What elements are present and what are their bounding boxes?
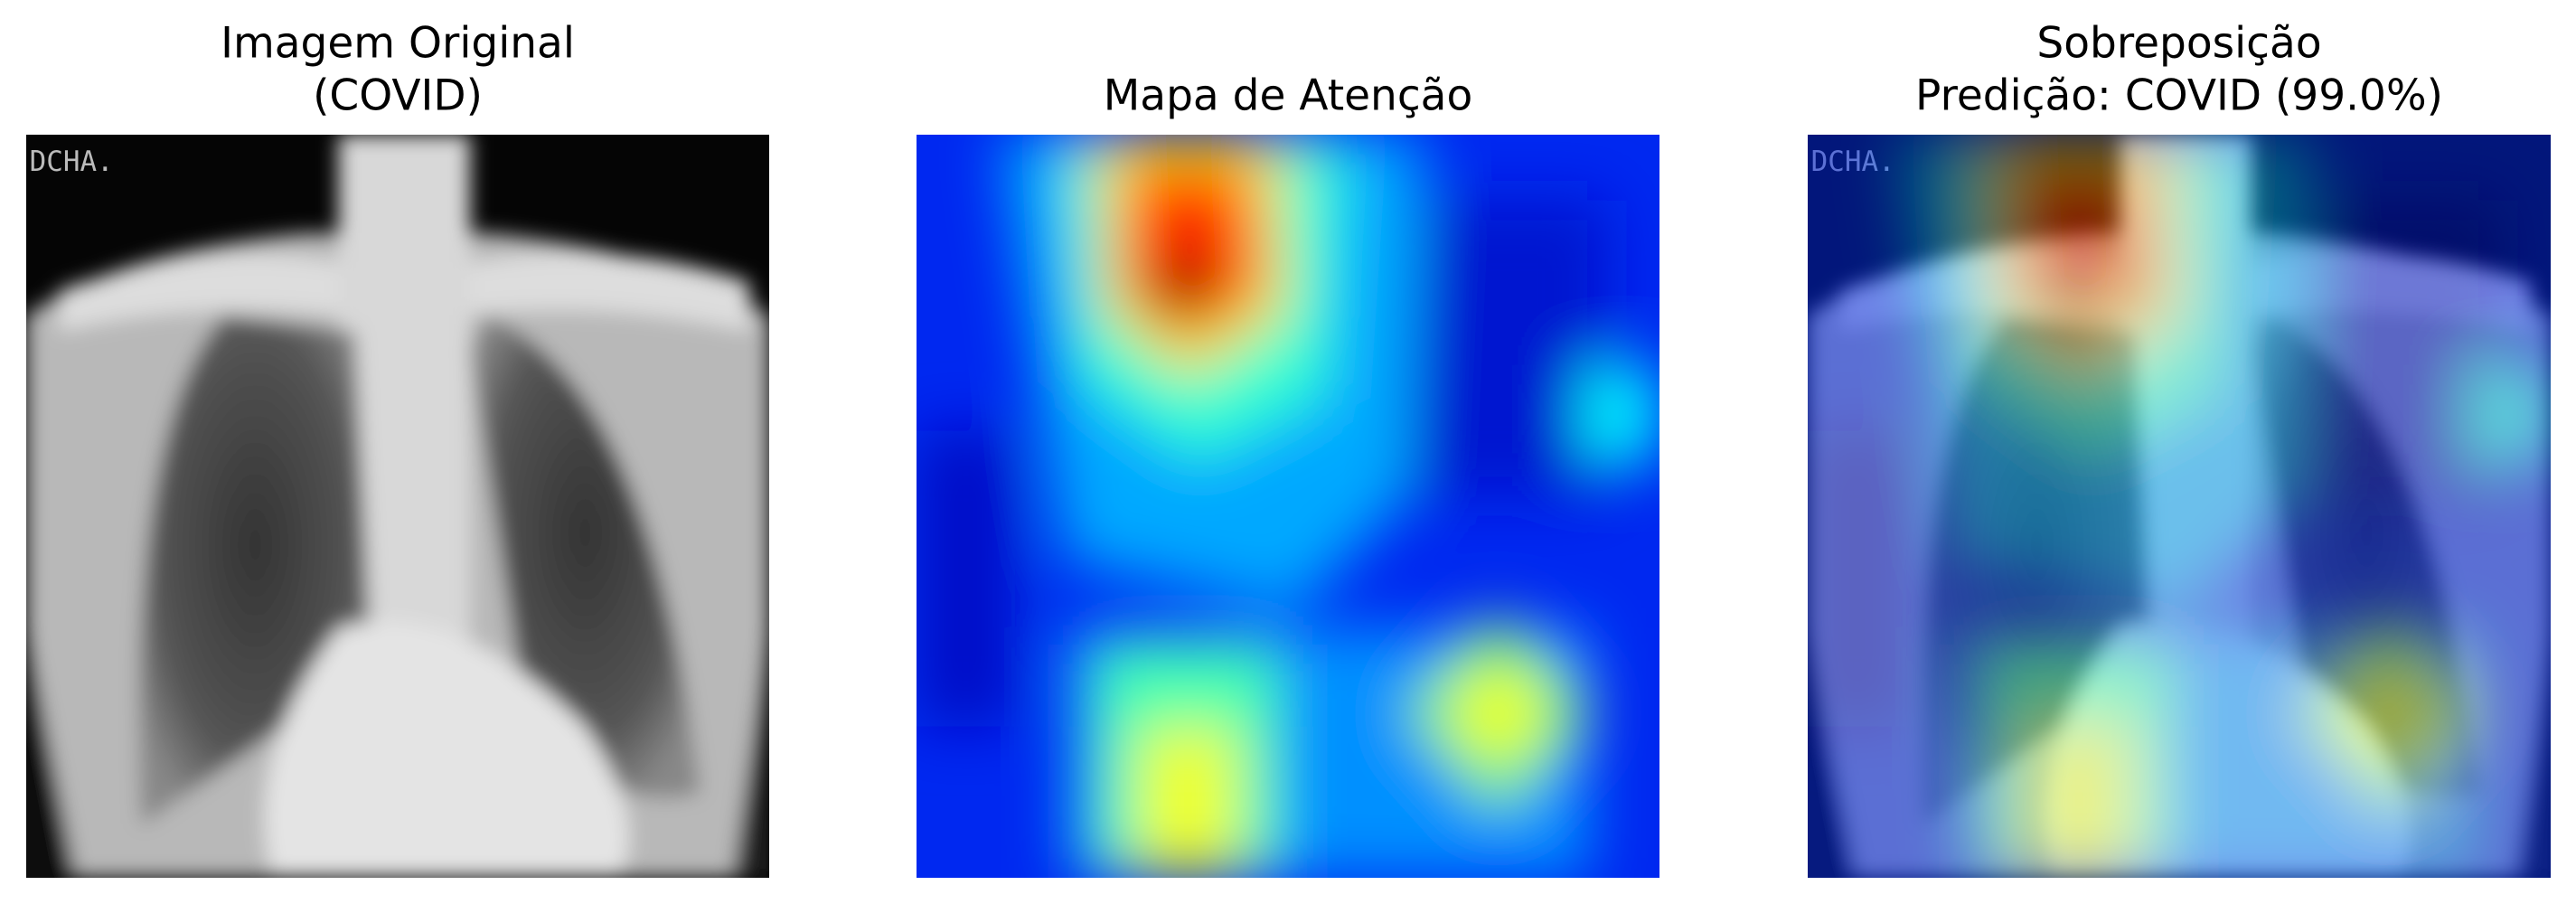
attention-map <box>917 135 1659 878</box>
panel-subtitle: Predição: COVID (99.0%) <box>1915 71 2443 121</box>
panel-subtitle: (COVID) <box>313 71 483 121</box>
panel-title: Imagem Original <box>221 19 575 69</box>
panel-title: Sobreposição <box>2036 19 2321 69</box>
xray-image: DCHA. <box>26 135 769 878</box>
image-stamp: DCHA. <box>30 146 114 178</box>
panel-title: Mapa de Atenção <box>1104 71 1472 121</box>
overlay-image: DCHA. <box>1808 135 2551 878</box>
